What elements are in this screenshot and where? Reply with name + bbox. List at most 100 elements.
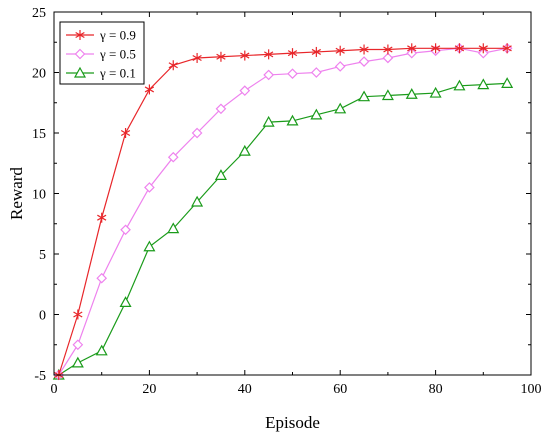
asterisk-stroke xyxy=(287,50,298,57)
data-point xyxy=(334,61,346,72)
axes: 0 20 40 60 80 100 -5 0 5 10 15 20 25 Episode Reward xyxy=(7,6,542,432)
y-tick-label: 0 xyxy=(39,309,46,324)
asterisk-stroke xyxy=(335,47,345,54)
diamond-shape xyxy=(72,339,84,351)
series-3 xyxy=(52,77,514,380)
diamond-shape xyxy=(287,68,298,80)
asterisk-stroke xyxy=(502,45,512,52)
diamond-shape xyxy=(334,61,346,72)
data-point xyxy=(144,84,155,95)
asterisk-stroke xyxy=(478,45,488,52)
asterisk-stroke xyxy=(73,311,83,318)
diamond-shape xyxy=(144,182,155,193)
data-point xyxy=(119,296,132,307)
asterisk-stroke xyxy=(192,54,202,62)
data-point xyxy=(382,52,394,64)
diamond-shape xyxy=(167,151,179,163)
data-point xyxy=(454,43,465,54)
data-point xyxy=(359,44,369,55)
legend-item-3: γ = 0.1 xyxy=(66,66,136,81)
data-point xyxy=(120,224,131,236)
data-point xyxy=(287,68,298,80)
x-tick-label: 60 xyxy=(333,382,347,397)
data-point xyxy=(191,127,203,139)
data-point xyxy=(358,56,370,67)
legend-label: γ = 0.1 xyxy=(99,66,136,81)
triangle-shape xyxy=(405,88,418,99)
x-tick-label: 0 xyxy=(51,382,58,397)
legend-item-1: γ = 0.9 xyxy=(66,28,136,43)
triangle-shape xyxy=(453,79,466,91)
diamond-shape xyxy=(263,69,274,81)
y-axis-title: Reward xyxy=(7,167,26,220)
data-point xyxy=(216,51,226,62)
legend-item-2: γ = 0.5 xyxy=(66,47,136,62)
y-tick-label: 25 xyxy=(32,6,46,21)
legend-marker xyxy=(74,48,86,60)
diamond-shape xyxy=(311,67,322,78)
data-point xyxy=(311,67,322,78)
asterisk-stroke xyxy=(97,214,107,221)
data-point xyxy=(381,89,394,101)
triangle-shape xyxy=(334,102,347,114)
triangle-shape xyxy=(310,108,323,120)
diamond-shape xyxy=(358,56,370,67)
asterisk-stroke xyxy=(311,48,321,55)
data-point xyxy=(429,86,442,98)
data-point xyxy=(262,115,275,127)
data-point xyxy=(240,50,250,61)
series-1 xyxy=(54,43,512,380)
data-point xyxy=(358,90,371,102)
asterisk-stroke xyxy=(75,31,85,39)
diamond-shape xyxy=(239,85,251,96)
x-tick-label: 20 xyxy=(142,382,156,397)
data-point xyxy=(502,43,512,54)
triangle-shape xyxy=(477,78,490,90)
plot-area xyxy=(52,42,514,381)
data-point xyxy=(144,182,155,193)
data-point xyxy=(405,88,418,99)
asterisk-stroke xyxy=(168,62,178,69)
y-tick-label: 20 xyxy=(32,67,46,82)
triangle-shape xyxy=(358,90,371,102)
data-point xyxy=(239,85,251,96)
diamond-shape xyxy=(74,48,86,60)
x-tick-label: 80 xyxy=(429,382,443,397)
data-point xyxy=(214,169,227,180)
data-point xyxy=(383,44,393,55)
data-point xyxy=(143,240,156,252)
data-point xyxy=(287,48,298,59)
data-point xyxy=(97,212,107,223)
triangle-shape xyxy=(143,240,156,252)
data-point xyxy=(95,344,108,356)
asterisk-stroke xyxy=(430,45,441,52)
data-point xyxy=(310,108,323,120)
data-point xyxy=(120,128,131,138)
legend: γ = 0.9 γ = 0.5 γ = 0.1 xyxy=(59,21,145,85)
data-point xyxy=(71,356,84,368)
data-point xyxy=(453,79,466,91)
data-point xyxy=(263,69,274,81)
triangle-shape xyxy=(238,144,251,156)
legend-marker xyxy=(75,30,85,40)
triangle-shape xyxy=(119,296,132,307)
triangle-shape xyxy=(71,356,84,368)
diamond-shape xyxy=(120,224,131,236)
data-point xyxy=(191,195,204,207)
diamond-shape xyxy=(191,127,203,139)
data-point xyxy=(96,272,108,284)
asterisk-stroke xyxy=(407,45,417,52)
data-point xyxy=(430,43,441,54)
diamond-shape xyxy=(215,103,227,115)
data-point xyxy=(286,114,299,126)
asterisk-stroke xyxy=(454,45,465,52)
diamond-shape xyxy=(96,272,108,284)
triangle-shape xyxy=(501,77,514,88)
triangle-shape xyxy=(262,115,275,127)
data-point xyxy=(215,103,227,115)
asterisk-stroke xyxy=(120,129,131,137)
x-tick-label: 100 xyxy=(521,382,542,397)
data-point xyxy=(73,309,83,320)
triangle-shape xyxy=(286,114,299,126)
